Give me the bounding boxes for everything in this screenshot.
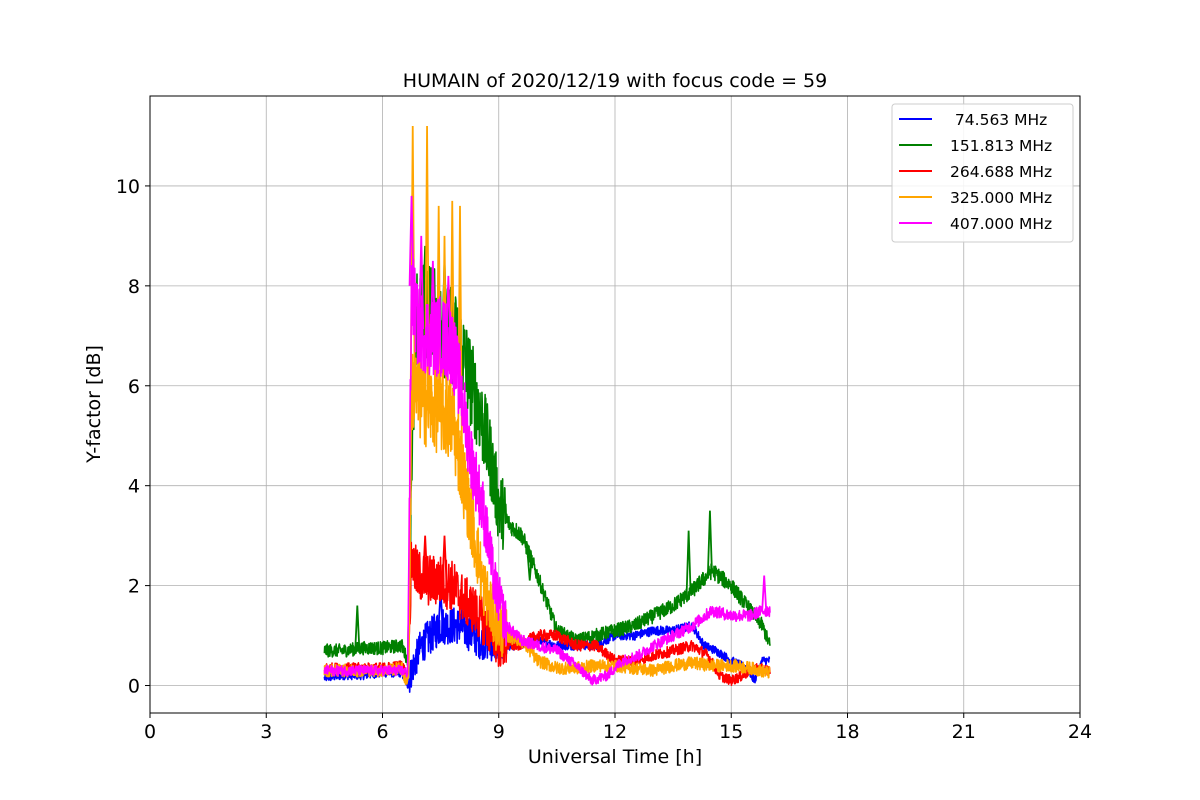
series-layer	[323, 125, 771, 693]
x-axis-label: Universal Time [h]	[528, 746, 702, 768]
y-tick-label: 6	[128, 376, 140, 398]
y-axis-label: Y-factor [dB]	[83, 345, 105, 464]
series-spike	[408, 195, 415, 286]
legend-box	[891, 103, 1074, 243]
series-line	[323, 261, 771, 666]
x-tick-label: 24	[1068, 721, 1092, 743]
y-tick-label: 10	[116, 176, 140, 198]
chart-title: HUMAIN of 2020/12/19 with focus code = 5…	[403, 70, 827, 92]
series-line	[323, 258, 771, 686]
series-line	[323, 353, 771, 686]
series-spike	[418, 235, 425, 330]
series-spike	[761, 575, 768, 611]
x-tick-label: 15	[719, 721, 743, 743]
x-tick-label: 12	[603, 721, 627, 743]
series-spike	[526, 555, 533, 581]
legend-label: 407.000 MHz	[950, 215, 1052, 233]
legend-label: 151.813 MHz	[950, 137, 1052, 155]
series-spike	[445, 275, 452, 343]
x-tick-label: 0	[144, 721, 156, 743]
y-tick-label: 8	[128, 276, 140, 298]
series-spike	[422, 535, 429, 579]
x-tick-label: 21	[952, 721, 976, 743]
y-tick-label: 0	[128, 676, 140, 698]
x-tick-label: 18	[835, 721, 859, 743]
series-spike	[441, 535, 448, 583]
series-spike	[429, 260, 436, 336]
series-spike	[685, 530, 692, 594]
series-spike	[707, 510, 713, 573]
series-spike	[354, 605, 361, 649]
legend-label: 264.688 MHz	[950, 163, 1052, 181]
legend-label: 325.000 MHz	[950, 189, 1052, 207]
x-tick-label: 6	[376, 721, 388, 743]
y-tick-label: 4	[128, 476, 140, 498]
legend-label: 74.563 MHz	[950, 111, 1047, 129]
x-tick-label: 3	[260, 721, 272, 743]
legend: 74.563 MHz 151.813 MHz 264.688 MHz 325.000 …	[891, 103, 1074, 243]
y-tick-label: 2	[128, 576, 140, 598]
x-tick-label: 9	[493, 721, 505, 743]
